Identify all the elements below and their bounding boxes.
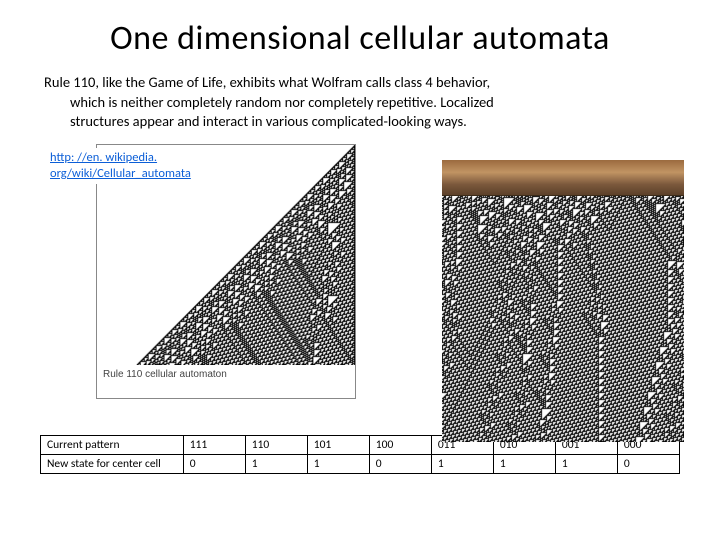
rule110-shell-figure [442, 160, 684, 442]
cell: 110 [245, 435, 307, 454]
body-text: Rule 110, like the Game of Life, exhibit… [0, 67, 720, 138]
slide-title: One dimensional cellular automata [0, 0, 720, 67]
row-label: Current pattern [41, 435, 184, 454]
cell: 0 [369, 454, 431, 473]
cell: 1 [431, 454, 493, 473]
cell: 111 [183, 435, 245, 454]
rule110-caption: Rule 110 cellular automaton [97, 365, 355, 384]
cell: 101 [307, 435, 369, 454]
cell: 1 [493, 454, 555, 473]
cell: 1 [555, 454, 617, 473]
cell: 0 [183, 454, 245, 473]
body-line-2: which is neither completely random nor c… [44, 93, 676, 113]
cell: 1 [307, 454, 369, 473]
cell: 1 [245, 454, 307, 473]
content-area: http: //en. wikipedia. org/wiki/Cellular… [0, 144, 720, 474]
rule110-random-canvas [442, 196, 684, 442]
cell: 0 [617, 454, 679, 473]
body-line-3: structures appear and interact in variou… [44, 112, 676, 132]
body-line-1: Rule 110, like the Game of Life, exhibit… [44, 73, 490, 91]
table-row: New state for center cell 0 1 1 0 1 1 1 … [41, 454, 680, 473]
row-label: New state for center cell [41, 454, 184, 473]
wikipedia-link[interactable]: http: //en. wikipedia. org/wiki/Cellular… [48, 148, 166, 185]
shell-photo-strip [442, 160, 684, 196]
cell: 100 [369, 435, 431, 454]
